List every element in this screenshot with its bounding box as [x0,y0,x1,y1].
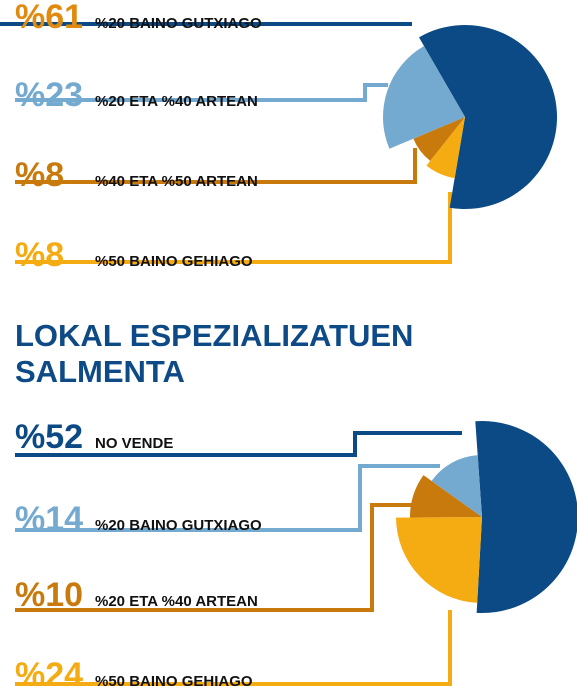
value-label: %24 [15,656,83,686]
pie-slice [431,455,482,517]
category-label: %20 BAINO GUTXIAGO [95,15,262,32]
pie-slice [475,421,577,613]
connector-line [15,192,452,264]
value-label: %14 [15,500,83,538]
category-label: %50 BAINO GEHIAGO [95,673,253,686]
connector-line [15,83,388,102]
pie-slice [410,475,482,518]
connector-line [15,610,452,686]
value-label: %61 [15,0,83,36]
pie-slice [396,517,482,603]
pie-slice [419,24,557,209]
connector-line [15,503,412,612]
pie-slice [383,45,465,149]
value-label: %8 [15,156,64,194]
category-label: %50 BAINO GEHIAGO [95,253,253,270]
category-label: %20 ETA %40 ARTEAN [95,593,258,610]
category-label: %20 BAINO GUTXIAGO [95,517,262,534]
value-label: %52 [15,418,83,456]
connector-line [15,148,417,184]
category-label: NO VENDE [95,435,173,452]
value-label: %10 [15,576,83,614]
value-label: %8 [15,236,64,274]
value-label: %23 [15,76,83,114]
connector-line [15,431,462,457]
pie-slice [426,117,465,179]
chart-title: LOKAL ESPEZIALIZATUEN SALMENTA [15,318,414,389]
connector-line [15,464,440,532]
pie-slice [413,117,465,161]
category-label: %20 ETA %40 ARTEAN [95,93,258,110]
category-label: %40 ETA %50 ARTEAN [95,173,258,190]
